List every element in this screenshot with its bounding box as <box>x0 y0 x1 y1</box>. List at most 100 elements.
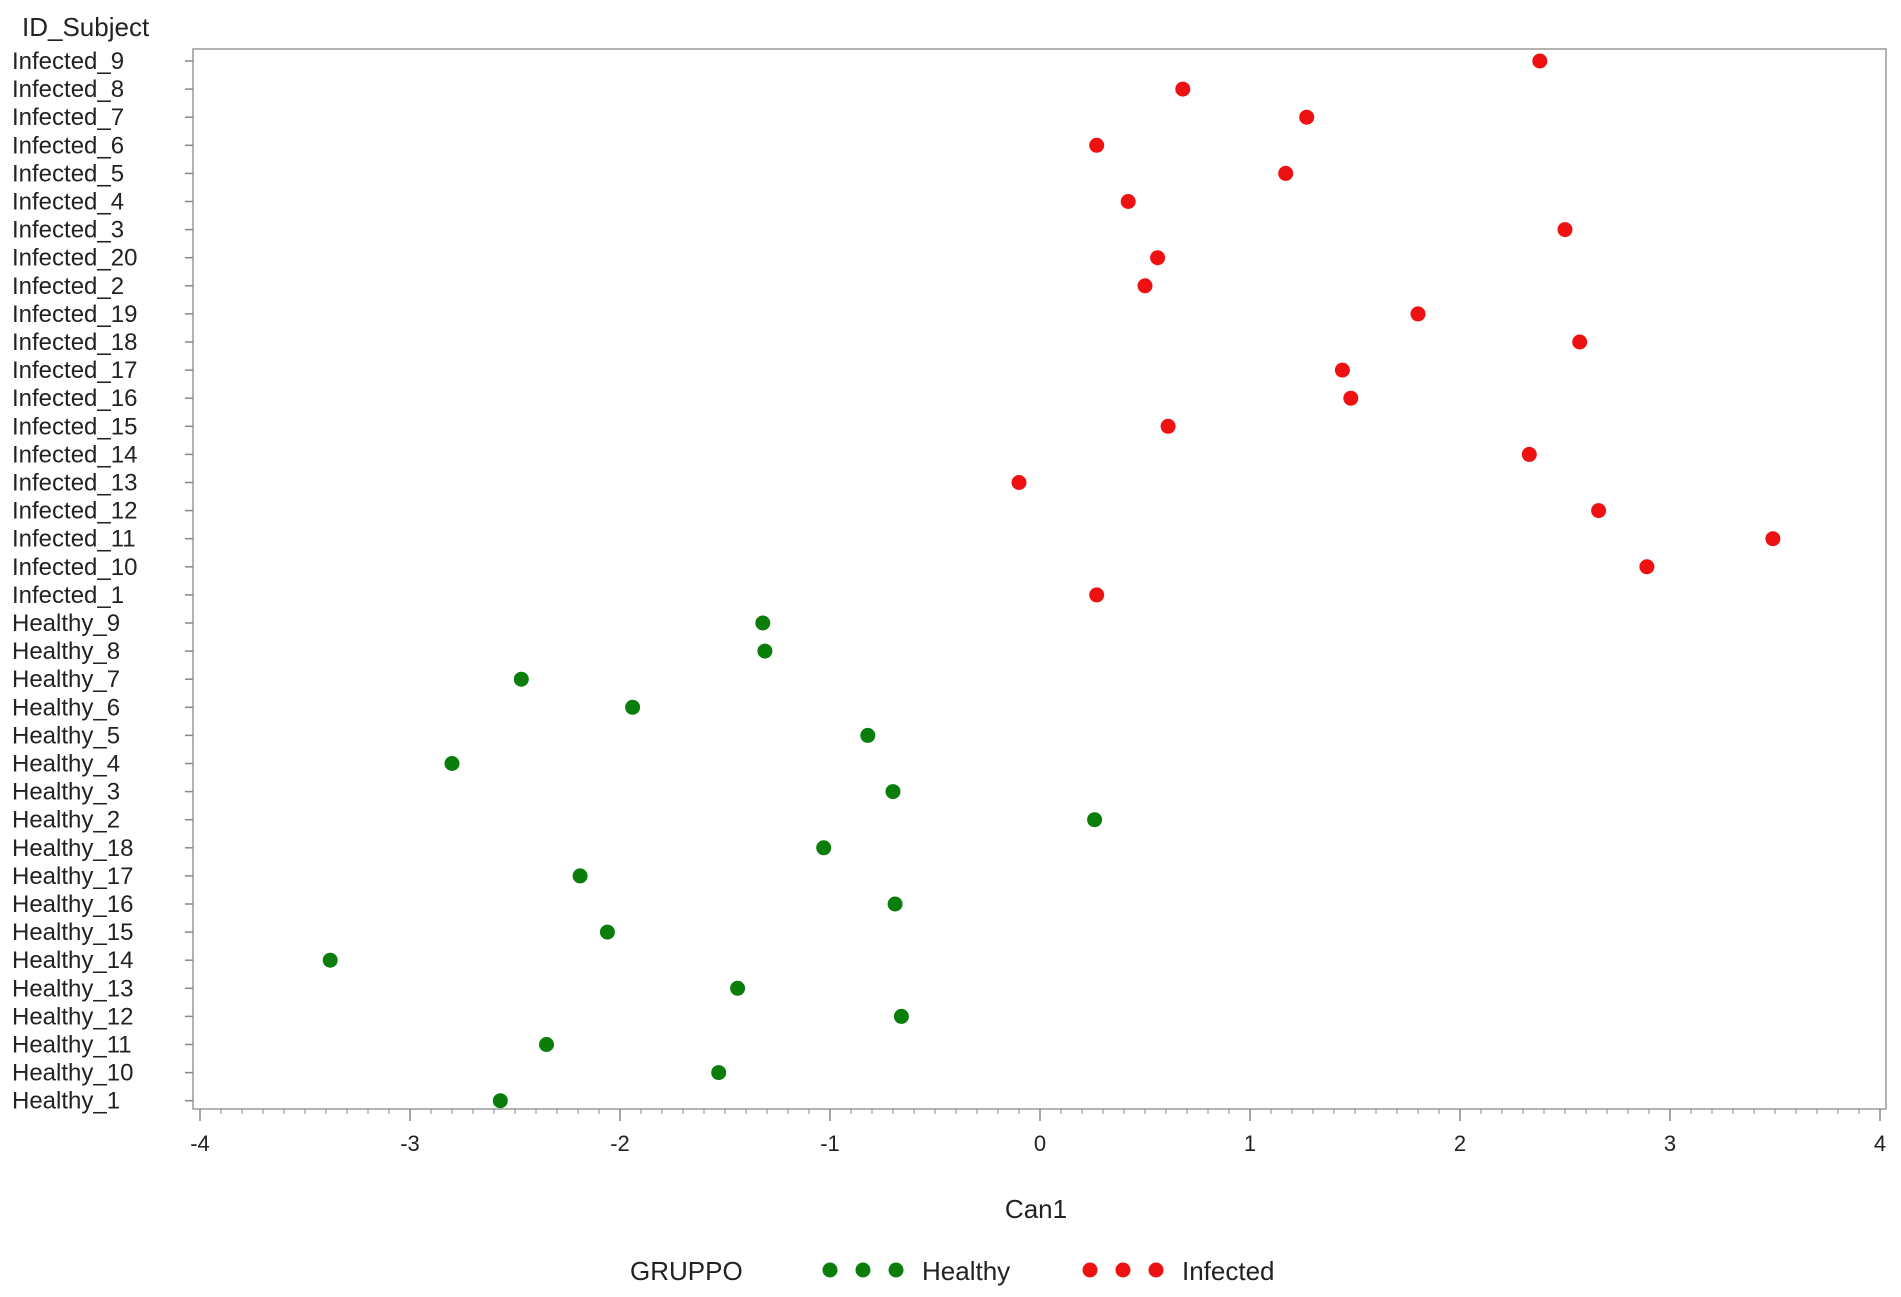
y-tick-label: Infected_14 <box>12 441 137 468</box>
x-tick-label: -2 <box>610 1131 630 1156</box>
data-point-healthy-9 <box>755 615 771 631</box>
y-tick-label: Healthy_16 <box>12 891 133 918</box>
data-point-infected-5 <box>1278 165 1294 181</box>
y-tick-label: Healthy_4 <box>12 751 120 778</box>
y-tick-label: Infected_2 <box>12 273 124 300</box>
data-point-healthy-3 <box>885 784 901 800</box>
y-tick-label: Healthy_11 <box>12 1032 132 1059</box>
data-point-healthy-1 <box>492 1093 508 1109</box>
data-point-healthy-11 <box>539 1037 554 1052</box>
legend-label-healthy: Healthy <box>922 1256 1010 1286</box>
data-point-healthy-12 <box>893 1008 909 1024</box>
plot-frame <box>192 48 1887 1110</box>
data-point-infected-2 <box>1137 278 1153 294</box>
legend-marker-infected <box>1148 1262 1164 1278</box>
data-point-healthy-5 <box>860 727 876 743</box>
x-tick-label: 3 <box>1664 1131 1676 1156</box>
data-point-healthy-10 <box>711 1065 727 1081</box>
y-tick-label: Infected_17 <box>12 357 137 384</box>
data-point-infected-11 <box>1765 531 1781 547</box>
data-point-infected-8 <box>1175 81 1191 97</box>
x-tick-label: 4 <box>1874 1131 1886 1156</box>
data-point-infected-17 <box>1334 362 1350 378</box>
data-point-infected-4 <box>1120 194 1136 209</box>
y-tick-label: Healthy_8 <box>12 638 120 665</box>
y-tick-label: Healthy_10 <box>12 1060 133 1087</box>
y-tick-label: Infected_18 <box>12 329 137 356</box>
x-tick-label: 0 <box>1034 1131 1046 1156</box>
y-tick-label: Infected_19 <box>12 301 137 328</box>
data-point-healthy-17 <box>572 868 588 884</box>
legend-marker-infected <box>1115 1262 1131 1278</box>
data-point-infected-1 <box>1089 587 1105 603</box>
data-point-infected-10 <box>1639 559 1655 575</box>
legend-label-infected: Infected <box>1182 1256 1275 1286</box>
data-point-infected-14 <box>1521 446 1537 462</box>
data-point-infected-18 <box>1572 334 1588 350</box>
y-tick-label: Healthy_14 <box>12 947 133 974</box>
y-tick-label: Healthy_12 <box>12 1003 133 1030</box>
y-tick-label: Infected_13 <box>12 470 137 497</box>
data-point-healthy-15 <box>599 924 615 940</box>
legend-marker-infected <box>1082 1262 1098 1278</box>
data-point-healthy-6 <box>625 699 641 715</box>
y-tick-label: Healthy_5 <box>12 722 120 749</box>
data-point-healthy-4 <box>444 756 460 771</box>
y-tick-label: Infected_3 <box>12 217 124 244</box>
y-axis-title: ID_Subject <box>22 12 150 42</box>
data-point-healthy-8 <box>757 643 773 659</box>
y-tick-label: Infected_4 <box>12 189 124 216</box>
y-tick-label: Infected_20 <box>12 245 137 272</box>
y-tick-label: Healthy_18 <box>12 835 133 862</box>
y-tick-label: Healthy_7 <box>12 666 120 693</box>
data-point-infected-19 <box>1410 306 1426 322</box>
y-tick-label: Healthy_1 <box>12 1088 120 1115</box>
y-tick-label: Healthy_9 <box>12 610 120 637</box>
y-tick-label: Healthy_15 <box>12 919 133 946</box>
y-tick-label: Infected_10 <box>12 554 137 581</box>
y-tick-label: Infected_12 <box>12 498 137 525</box>
y-tick-label: Healthy_17 <box>12 863 133 890</box>
x-tick-label: -1 <box>820 1131 840 1156</box>
y-tick-label: Infected_7 <box>12 104 124 131</box>
data-point-infected-6 <box>1089 137 1105 153</box>
y-tick-label: Infected_1 <box>12 582 124 609</box>
data-point-infected-9 <box>1532 53 1548 69</box>
data-point-infected-7 <box>1299 109 1315 125</box>
data-point-infected-20 <box>1150 250 1166 266</box>
data-point-infected-13 <box>1011 475 1027 490</box>
data-point-infected-16 <box>1343 390 1359 406</box>
data-point-infected-3 <box>1557 222 1573 238</box>
x-axis-title: Can1 <box>1005 1194 1067 1224</box>
x-axis: -4 -3 -2 -1 0 1 2 3 4 <box>190 1109 1886 1156</box>
data-point-healthy-14 <box>322 952 338 968</box>
x-tick-label: 1 <box>1244 1131 1256 1156</box>
y-tick-label: Healthy_13 <box>12 975 133 1002</box>
y-axis: Infected_9Infected_8Infected_7Infected_6… <box>12 48 193 1115</box>
legend-title: GRUPPO <box>630 1256 743 1286</box>
legend-marker-healthy <box>855 1262 871 1278</box>
y-tick-label: Infected_6 <box>12 132 124 159</box>
y-tick-label: Infected_9 <box>12 48 124 75</box>
legend-marker-healthy <box>822 1262 838 1278</box>
y-tick-label: Healthy_2 <box>12 807 120 834</box>
legend: GRUPPO Healthy Infected <box>630 1256 1275 1286</box>
y-tick-label: Healthy_3 <box>12 779 120 806</box>
data-point-healthy-16 <box>887 896 903 912</box>
data-point-healthy-2 <box>1087 812 1103 828</box>
x-tick-label: -4 <box>190 1131 210 1156</box>
y-tick-label: Infected_5 <box>12 160 124 187</box>
y-tick-label: Infected_15 <box>12 413 137 440</box>
x-tick-label: -3 <box>400 1131 420 1156</box>
y-tick-label: Infected_16 <box>12 385 137 412</box>
data-point-infected-12 <box>1591 503 1607 519</box>
y-tick-label: Infected_11 <box>12 526 136 553</box>
y-tick-label: Healthy_6 <box>12 694 120 721</box>
x-tick-label: 2 <box>1454 1131 1466 1156</box>
data-point-infected-15 <box>1160 418 1176 434</box>
y-tick-label: Infected_8 <box>12 76 124 103</box>
data-point-healthy-7 <box>513 671 529 687</box>
legend-marker-healthy <box>888 1262 904 1278</box>
data-point-healthy-13 <box>730 980 746 996</box>
